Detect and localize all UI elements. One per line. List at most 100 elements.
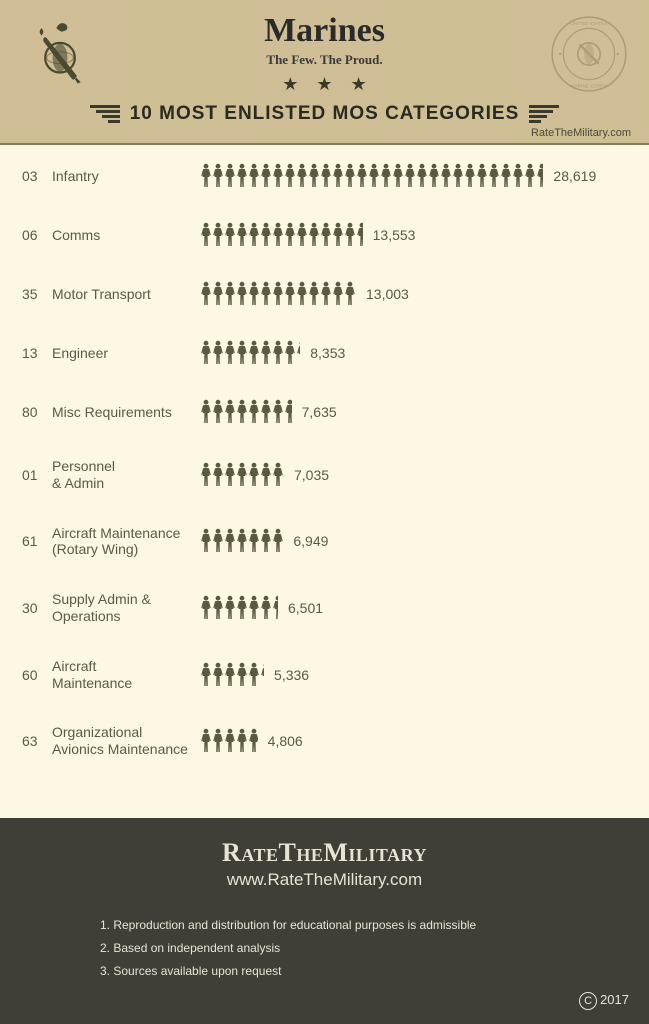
- soldier-icon: [272, 281, 284, 307]
- mos-value: 13,003: [366, 286, 409, 302]
- soldier-icon: [296, 163, 308, 189]
- soldier-icon: [488, 163, 500, 189]
- soldier-icon: [260, 281, 272, 307]
- copyright-year: 2017: [600, 992, 629, 1007]
- soldier-icon: [200, 399, 212, 425]
- soldier-icon: [224, 399, 236, 425]
- soldier-icon: [524, 163, 536, 189]
- pictogram-icons: [200, 281, 356, 307]
- soldier-icon: [476, 163, 488, 189]
- soldier-icon: [212, 163, 224, 189]
- mos-value: 6,501: [288, 600, 323, 616]
- mos-label: Engineer: [52, 345, 200, 362]
- title-block: Marines The Few. The Proud. ★★★: [100, 12, 549, 95]
- pictogram-icons: [200, 595, 278, 621]
- soldier-icon: [248, 340, 260, 366]
- soldier-icon: [212, 462, 224, 488]
- footnote: 1. Reproduction and distribution for edu…: [100, 914, 619, 937]
- soldier-icon: [248, 222, 260, 248]
- soldier-icon: [332, 281, 344, 307]
- footer-brand: RateTheMilitary: [30, 838, 619, 868]
- soldier-icon: [236, 462, 248, 488]
- soldier-icon-partial: [260, 662, 264, 688]
- soldier-icon: [392, 163, 404, 189]
- soldier-icon: [416, 163, 428, 189]
- soldier-icon: [236, 399, 248, 425]
- soldier-icon: [236, 163, 248, 189]
- soldier-icon: [224, 281, 236, 307]
- chart-row: 35Motor Transport13,003: [22, 281, 627, 307]
- site-reference: RateTheMilitary.com: [531, 127, 631, 139]
- soldier-icon: [224, 462, 236, 488]
- soldier-icon: [200, 281, 212, 307]
- mos-value: 28,619: [553, 168, 596, 184]
- soldier-icon: [296, 222, 308, 248]
- footnote: 2. Based on independent analysis: [100, 937, 619, 960]
- stars-decoration: ★★★: [100, 74, 549, 95]
- soldier-icon: [236, 222, 248, 248]
- soldier-icon: [440, 163, 452, 189]
- soldier-icon: [512, 163, 524, 189]
- subtitle: 10 MOST ENLISTED MOS CATEGORIES: [130, 103, 520, 125]
- mos-label: Comms: [52, 227, 200, 244]
- soldier-icon: [224, 222, 236, 248]
- soldier-icon: [500, 163, 512, 189]
- mos-label: Motor Transport: [52, 286, 200, 303]
- soldier-icon: [248, 595, 260, 621]
- mos-label: AircraftMaintenance: [52, 658, 200, 692]
- soldier-icon-partial: [284, 399, 292, 425]
- soldier-icon: [284, 281, 296, 307]
- soldier-icon: [272, 340, 284, 366]
- chart-row: 61Aircraft Maintenance(Rotary Wing)6,949: [22, 525, 627, 559]
- footer: RateTheMilitary www.RateTheMilitary.com …: [0, 818, 649, 1024]
- soldier-icon: [320, 222, 332, 248]
- soldier-icon: [200, 595, 212, 621]
- soldier-icon: [308, 163, 320, 189]
- soldier-icon: [344, 281, 356, 307]
- chart-content: 03Infantry28,61906Comms13,55335Motor Tra…: [0, 145, 649, 801]
- soldier-icon-partial: [272, 595, 278, 621]
- soldier-icon: [212, 595, 224, 621]
- mos-label: Infantry: [52, 168, 200, 185]
- soldier-icon: [200, 462, 212, 488]
- soldier-icon: [452, 163, 464, 189]
- soldier-icon: [380, 163, 392, 189]
- soldier-icon: [236, 662, 248, 688]
- soldier-icon: [248, 662, 260, 688]
- footer-url: www.RateTheMilitary.com: [30, 870, 619, 890]
- mos-code: 60: [22, 667, 52, 683]
- soldier-icon-partial: [272, 528, 283, 554]
- soldier-icon: [308, 222, 320, 248]
- mos-code: 63: [22, 733, 52, 749]
- soldier-icon: [356, 163, 368, 189]
- soldier-icon: [212, 222, 224, 248]
- chart-row: 06Comms13,553: [22, 222, 627, 248]
- soldier-icon: [260, 222, 272, 248]
- soldier-icon: [260, 399, 272, 425]
- soldier-icon: [332, 163, 344, 189]
- chart-row: 13Engineer8,353: [22, 340, 627, 366]
- mos-code: 13: [22, 345, 52, 361]
- mos-code: 80: [22, 404, 52, 420]
- soldier-icon: [224, 163, 236, 189]
- soldier-icon: [236, 595, 248, 621]
- chart-row: 60AircraftMaintenance5,336: [22, 658, 627, 692]
- soldier-icon: [212, 662, 224, 688]
- ega-emblem-icon: [20, 14, 100, 94]
- mos-value: 7,035: [294, 467, 329, 483]
- mos-code: 61: [22, 533, 52, 549]
- chart-row: 80Misc Requirements7,635: [22, 399, 627, 425]
- soldier-icon: [368, 163, 380, 189]
- pictogram-icons: [200, 528, 283, 554]
- usmc-seal-icon: UNITED STATES MARINE CORPS: [549, 14, 629, 94]
- mos-code: 30: [22, 600, 52, 616]
- soldier-icon: [260, 163, 272, 189]
- pictogram-icons: [200, 728, 258, 754]
- soldier-icon: [320, 281, 332, 307]
- soldier-icon: [332, 222, 344, 248]
- soldier-icon: [200, 163, 212, 189]
- svg-text:UNITED STATES: UNITED STATES: [570, 21, 607, 27]
- footnotes: 1. Reproduction and distribution for edu…: [30, 914, 619, 982]
- soldier-icon: [284, 340, 296, 366]
- mos-value: 4,806: [268, 733, 303, 749]
